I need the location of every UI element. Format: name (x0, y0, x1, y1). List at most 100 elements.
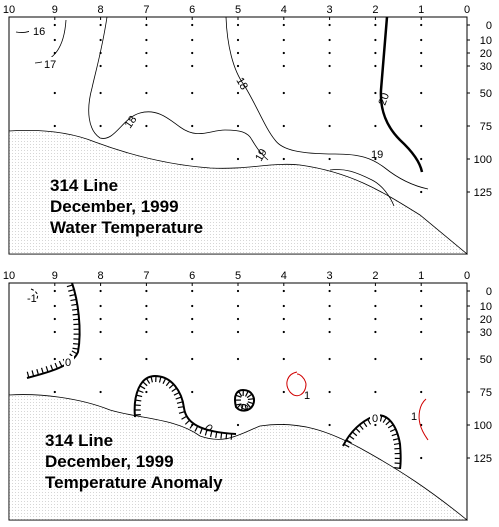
station-dot (191, 157, 194, 161)
station-dot (420, 190, 423, 194)
y-tick-label: 100 (474, 154, 492, 166)
contour-label: 20 (377, 91, 392, 107)
station-dot (328, 390, 331, 394)
contour-20 (379, 16, 424, 173)
hachure-tick (36, 368, 40, 376)
station-dot (374, 23, 377, 27)
contour-label: 19 (253, 147, 270, 164)
station-dot (236, 330, 240, 334)
station-dot (374, 330, 377, 334)
hachure-tick (137, 389, 144, 394)
station-dot (328, 357, 331, 361)
hachure-tick (246, 402, 252, 409)
station-dot (282, 124, 285, 128)
station-dot (374, 390, 377, 394)
hachure-ticks (26, 284, 401, 469)
hachure-tick (389, 428, 396, 433)
x-tick-label: 9 (52, 4, 58, 16)
y-tick-label: 125 (474, 453, 492, 465)
station-dot (236, 38, 240, 42)
station-dot (145, 64, 148, 68)
x-tick-label: 7 (143, 4, 149, 16)
station-dot (99, 390, 102, 394)
station-dot (420, 38, 423, 42)
y-tick-label: 75 (480, 121, 492, 133)
x-tick-label: 2 (372, 270, 378, 282)
station-dot (53, 124, 56, 128)
hachure-tick (392, 437, 400, 441)
station-dot (420, 157, 423, 161)
hachure-tick (45, 366, 49, 373)
station-dot (282, 289, 285, 293)
title-line: 314 Line (45, 431, 113, 450)
station-dot (236, 357, 240, 361)
contour-label: 19 (371, 149, 383, 161)
contour-label: 1 (411, 411, 417, 423)
station-dot (145, 91, 148, 95)
station-dot (236, 304, 240, 308)
hachure-tick (382, 417, 387, 423)
station-dot (328, 289, 331, 293)
hachure-tick (175, 396, 182, 400)
hachure-tick (367, 418, 372, 425)
station-dot (328, 317, 331, 321)
station-dot (420, 91, 423, 95)
hachure-tick (150, 376, 153, 383)
seafloor (8, 130, 469, 255)
hachure-tick (244, 404, 248, 411)
station-dot (99, 38, 102, 42)
hachure-tick (393, 442, 401, 446)
station-dot (374, 304, 377, 308)
hachure-tick (379, 415, 383, 422)
station-dot (145, 390, 148, 394)
hachure-tick (136, 394, 143, 398)
title-line: 314 Line (50, 176, 118, 195)
station-dot (282, 38, 285, 42)
station-dot (282, 23, 285, 27)
station-dot (236, 91, 240, 95)
station-dot (53, 304, 56, 308)
station-dot (420, 51, 423, 55)
x-tick-label: 10 (3, 270, 15, 282)
hachure-tick (189, 423, 194, 429)
hachure-tick (348, 435, 355, 440)
station-dot (99, 317, 102, 321)
station-dot (236, 124, 240, 128)
hachure-tick (176, 401, 183, 404)
hachure-tick (362, 421, 368, 428)
zero-contour (233, 388, 255, 412)
station-dot (236, 157, 240, 161)
hachure-tick (168, 383, 175, 389)
station-dot (374, 289, 377, 293)
station-dot (145, 357, 148, 361)
hachure-tick (194, 425, 199, 432)
contour-label: 0 (65, 357, 71, 369)
station-dot (191, 124, 194, 128)
contour-17 (34, 19, 67, 64)
hachure-tick (236, 403, 242, 409)
hachure-tick (165, 380, 171, 387)
y-tick-label: 10 (480, 35, 492, 47)
station-dot (53, 317, 56, 321)
station-dot (328, 124, 331, 128)
x-tick-labels: 10 9 8 7 6 5 4 3 2 1 0 (3, 270, 470, 286)
contour-pos1 (418, 398, 429, 441)
hachure-tick (346, 439, 352, 444)
hachure-tick (238, 390, 243, 397)
station-dot (282, 64, 285, 68)
hachure-tick (225, 433, 228, 440)
contour-18 (88, 16, 269, 161)
hachure-tick (385, 420, 391, 426)
hachure-tick (199, 427, 203, 434)
station-dot (99, 330, 102, 334)
station-dot (328, 51, 331, 55)
station-dot (420, 289, 423, 293)
station-dot (191, 91, 194, 95)
x-tick-label: 3 (327, 4, 333, 16)
hachure-tick (71, 350, 78, 355)
y-tick-label: 30 (480, 327, 492, 339)
station-dot (420, 330, 423, 334)
x-tick-label: 10 (3, 4, 15, 16)
